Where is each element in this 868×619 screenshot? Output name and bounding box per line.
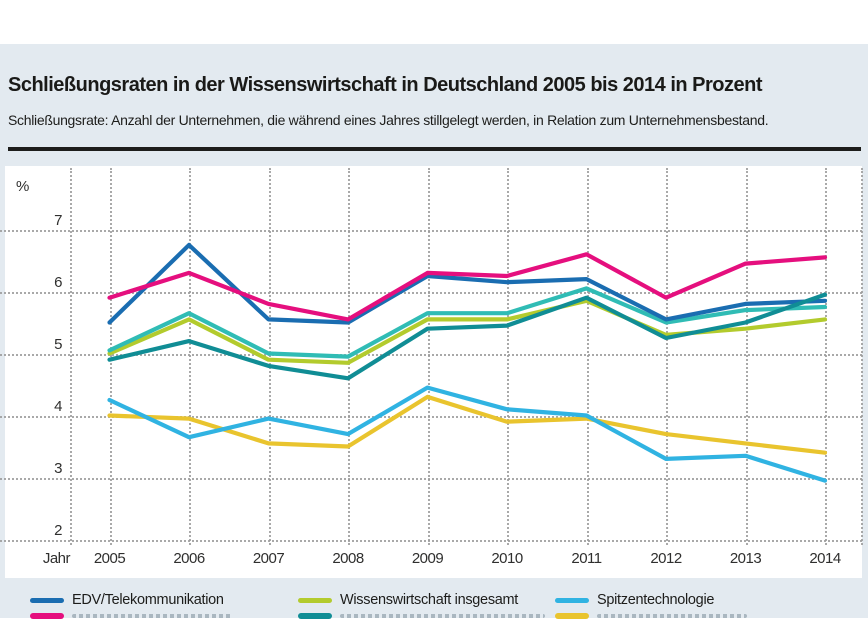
v-gridline-7 bbox=[586, 168, 589, 545]
x-tick-label: 2009 bbox=[411, 550, 444, 567]
v-gridline-4 bbox=[348, 168, 350, 545]
h-gridline-7 bbox=[0, 229, 862, 232]
y-tick-label: 5 bbox=[54, 336, 62, 353]
v-gridline-5 bbox=[427, 168, 430, 545]
legend-label: EDV/Telekommunikation bbox=[72, 592, 224, 608]
x-tick-label: 2007 bbox=[252, 550, 285, 567]
x-axis-label: Jahr bbox=[42, 550, 71, 567]
y-tick-label: 2 bbox=[54, 522, 62, 539]
legend-label: Wissenswirtschaft insgesamt bbox=[340, 592, 519, 608]
legend-row2-swatch-0 bbox=[30, 613, 64, 619]
legend-swatch-2 bbox=[555, 598, 589, 603]
legend-swatch-0 bbox=[30, 598, 64, 603]
legend-label: Spitzentechnologie bbox=[597, 592, 715, 608]
x-tick-label: 2013 bbox=[729, 550, 762, 567]
y-tick-label: 6 bbox=[54, 274, 62, 291]
v-gridline-6 bbox=[507, 168, 509, 545]
h-gridline-3 bbox=[0, 477, 862, 480]
v-gridline-11 bbox=[861, 168, 863, 545]
legend-row2-text-sliver bbox=[340, 614, 545, 618]
x-tick-label: 2005 bbox=[93, 550, 126, 567]
v-gridline-3 bbox=[268, 168, 271, 545]
chart-subtitle: Schließungsrate: Anzahl der Unternehmen,… bbox=[8, 112, 769, 128]
v-gridline-0 bbox=[70, 168, 72, 545]
x-tick-label: 2012 bbox=[650, 550, 682, 567]
chart-title: Schließungsraten in der Wissenswirtschaf… bbox=[8, 74, 763, 96]
v-gridline-10 bbox=[825, 168, 827, 545]
v-gridline-1 bbox=[109, 168, 112, 545]
x-tick-label: 2011 bbox=[571, 550, 602, 567]
h-gridline-4 bbox=[0, 415, 862, 418]
y-axis-unit-label: % bbox=[16, 178, 30, 195]
legend-row2-swatch-2 bbox=[555, 613, 589, 619]
title-divider bbox=[8, 147, 861, 151]
plot-area bbox=[5, 166, 862, 578]
y-tick-label: 3 bbox=[54, 460, 62, 477]
y-tick-label: 4 bbox=[54, 398, 62, 415]
h-gridline-6 bbox=[0, 291, 862, 294]
legend-row2-text-sliver bbox=[597, 614, 747, 618]
h-gridline-2 bbox=[0, 539, 862, 542]
x-tick-label: 2014 bbox=[809, 550, 841, 567]
legend-row2-swatch-1 bbox=[298, 613, 332, 619]
legend-row2-text-sliver bbox=[72, 614, 232, 618]
y-tick-label: 7 bbox=[54, 212, 62, 229]
x-tick-label: 2010 bbox=[491, 550, 523, 567]
x-tick-label: 2008 bbox=[332, 550, 364, 567]
legend-swatch-1 bbox=[298, 598, 332, 603]
x-tick-label: 2006 bbox=[173, 550, 205, 567]
v-gridline-9 bbox=[745, 168, 748, 545]
v-gridline-2 bbox=[189, 168, 191, 545]
v-gridline-8 bbox=[666, 168, 668, 545]
h-gridline-5 bbox=[0, 353, 862, 356]
